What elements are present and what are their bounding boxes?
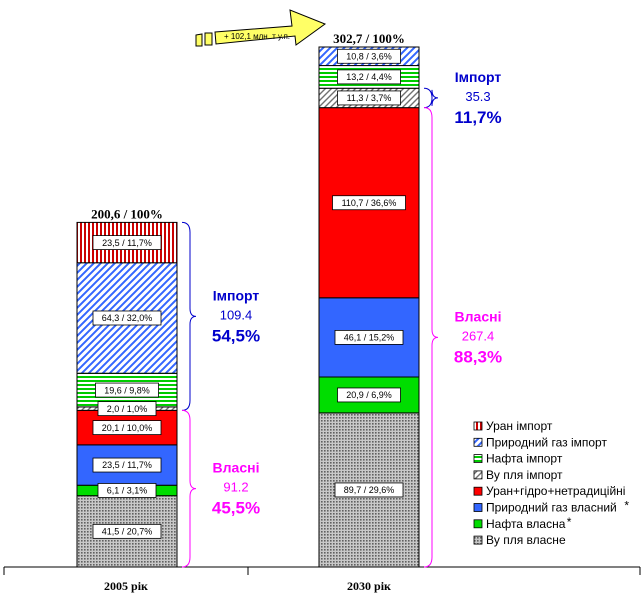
data-label: 46,1 / 15,2%: [344, 333, 395, 343]
group-percent: 11,7%: [454, 108, 501, 127]
legend-label: Нафта власна: [486, 517, 566, 531]
data-label-box: [92, 457, 162, 473]
data-label: 89,7 / 29,6%: [344, 485, 395, 495]
group-brace: [423, 107, 439, 568]
change-arrow-tail-2: [204, 32, 213, 46]
data-label-box: [97, 401, 157, 417]
data-label-box: [337, 69, 401, 85]
change-arrow-shape: [214, 9, 327, 46]
legend-label: Ву пля власне: [486, 533, 566, 547]
legend-footnote-mark: *: [567, 515, 572, 529]
group-name: Власні: [213, 460, 260, 476]
group-brace: [423, 87, 439, 109]
data-label-box: [332, 195, 406, 211]
change-arrow: + 102,1 млн. т у.п.: [195, 9, 327, 47]
group-percent: 88,3%: [454, 347, 502, 366]
data-label: 23,5 / 11,7%: [102, 238, 152, 248]
legend-label: Уран+гідро+нетрадиційні: [486, 484, 625, 498]
data-label: 6,1 / 3,1%: [107, 486, 148, 496]
legend-marker: [473, 454, 483, 464]
data-label-box: [92, 310, 162, 326]
group-percent: 54,5%: [212, 326, 260, 345]
bar-total-label: 200,6 / 100%: [91, 206, 163, 221]
group-value: 91.2: [223, 480, 248, 495]
legend-label: Природний газ власний: [486, 501, 617, 515]
data-label: 13,2 / 4,4%: [346, 72, 392, 82]
legend-label: Природний газ імпорт: [486, 435, 607, 449]
legend: Уран імпорт Природний газ імпорт Нафта імп…: [473, 419, 629, 547]
legend-marker: [473, 535, 483, 545]
x-tick-label: 2005 рік: [104, 579, 148, 593]
group-name: Імпорт: [455, 69, 502, 85]
group-annotations: Імпорт 109.4 54,5% Власні 91.2 45,5% Імпорт 35.…: [181, 69, 502, 568]
bar-total-label: 302,7 / 100%: [333, 31, 405, 46]
group-value: 35.3: [465, 89, 490, 104]
legend-marker: [473, 486, 483, 496]
group-value: 109.4: [220, 307, 253, 322]
legend-label: Нафта імпорт: [486, 452, 563, 466]
data-label-box: [92, 235, 162, 250]
data-label-box: [92, 420, 162, 435]
data-label-box: [334, 330, 404, 345]
group-value: 267.4: [462, 328, 495, 343]
legend-label: Уран імпорт: [486, 419, 553, 433]
segment-labels: 41,5 / 20,7% 6,1 / 3,1% 23,5 / 11,7% 20,1 /…: [91, 31, 406, 539]
data-label-box: [337, 90, 401, 106]
axis: 2005 рік 2030 рік: [3, 566, 641, 593]
data-label-box: [92, 523, 162, 539]
legend-label: Ву пля імпорт: [486, 468, 563, 482]
group-brace: [181, 221, 197, 411]
data-label: 20,1 / 10,0%: [102, 423, 153, 433]
data-label: 2,0 / 1,0%: [107, 404, 148, 414]
legend-marker: [473, 470, 483, 480]
change-arrow-tail-1: [195, 33, 203, 47]
legend-marker: [473, 437, 483, 447]
legend-marker: [473, 519, 483, 529]
group-name: Імпорт: [213, 287, 260, 303]
data-label-box: [95, 382, 159, 398]
data-label: 19,6 / 9,8%: [104, 385, 150, 395]
change-label: + 102,1 млн. т у.п.: [224, 32, 290, 41]
data-label: 10,8 / 3,6%: [346, 51, 392, 61]
legend-footnote-mark: *: [624, 499, 629, 513]
group-name: Власні: [455, 308, 502, 324]
data-label: 20,9 / 6,9%: [346, 390, 392, 400]
data-label: 11,3 / 3,7%: [347, 93, 392, 103]
data-label: 110,7 / 36,6%: [342, 198, 397, 208]
data-label-box: [337, 48, 401, 64]
legend-marker: [473, 421, 483, 431]
data-label-box: [337, 387, 401, 403]
data-label: 64,3 / 32,0%: [102, 313, 153, 323]
data-label: 41,5 / 20,7%: [102, 527, 153, 537]
x-tick-label: 2030 рік: [347, 579, 391, 593]
group-brace: [181, 409, 197, 568]
data-label: 23,5 / 11,7%: [102, 460, 152, 470]
data-label-box: [97, 483, 157, 498]
data-label-box: [334, 482, 404, 498]
group-percent: 45,5%: [212, 499, 260, 518]
legend-marker: [473, 503, 483, 512]
